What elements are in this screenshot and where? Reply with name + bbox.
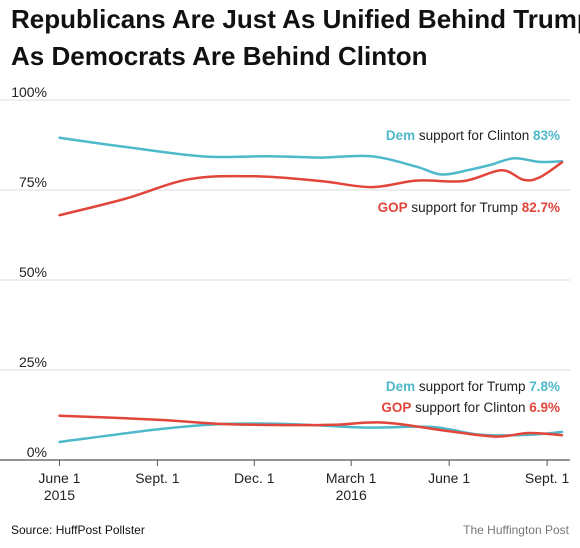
gridlines — [0, 99, 570, 461]
y-tick-label: 25% — [19, 354, 47, 370]
x-tick-year-label: 2016 — [336, 487, 367, 503]
y-axis: 100% 75% 50% 25% 0% — [11, 84, 47, 460]
series-label: GOP support for Clinton 6.9% — [381, 400, 560, 415]
y-tick-label: 0% — [27, 444, 47, 460]
series-label-party: Dem — [386, 128, 415, 143]
series-label-party: Dem — [386, 379, 415, 394]
x-tick-label: Sept. 1 — [525, 470, 570, 486]
series-label: Dem support for Trump 7.8% — [386, 379, 560, 394]
series-label-party: GOP — [381, 400, 411, 415]
series-labels: Dem support for Clinton 83% GOP support f… — [378, 128, 560, 415]
chart-title-line-2: As Democrats Are Behind Clinton — [11, 41, 428, 71]
series-lines — [58, 136, 564, 444]
series-line-dem-support-for-clinton — [58, 136, 564, 176]
series-label-value: 6.9% — [529, 400, 560, 415]
x-tick-label: Dec. 1 — [234, 470, 275, 486]
y-tick-label: 50% — [19, 264, 47, 280]
series-line-gop-support-for-trump — [58, 161, 564, 217]
series-line-gop-support-for-clinton — [58, 414, 564, 438]
x-tick-label: June 1 — [428, 470, 470, 486]
x-tick-label: Sept. 1 — [135, 470, 180, 486]
series-label-value: 82.7% — [522, 200, 560, 215]
series-label: GOP support for Trump 82.7% — [378, 200, 560, 215]
y-tick-label: 75% — [19, 174, 47, 190]
series-label-value: 7.8% — [529, 379, 560, 394]
y-tick-label: 100% — [11, 84, 47, 100]
series-label-text: support for Clinton — [411, 400, 529, 415]
series-label-text: support for Trump — [415, 379, 529, 394]
series-label: Dem support for Clinton 83% — [386, 128, 560, 143]
series-label-value: 83% — [533, 128, 560, 143]
chart-title-line-1: Republicans Are Just As Unified Behind T… — [11, 4, 580, 34]
x-tick-year-label: 2015 — [44, 487, 75, 503]
series-label-text: support for Clinton — [415, 128, 533, 143]
brand-credit: The Huffington Post — [463, 523, 570, 537]
series-label-text: support for Trump — [408, 200, 522, 215]
x-tick-label: June 1 — [38, 470, 80, 486]
source-note: Source: HuffPost Pollster — [11, 523, 145, 537]
series-label-party: GOP — [378, 200, 408, 215]
x-tick-label: March 1 — [326, 470, 377, 486]
